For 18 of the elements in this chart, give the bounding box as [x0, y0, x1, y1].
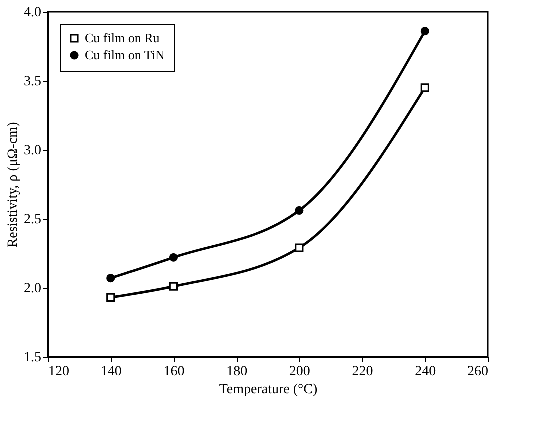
- y-axis-title: Resistivity, ρ (μΩ-cm): [6, 122, 21, 248]
- x-tick-label: 220: [352, 364, 374, 380]
- legend-label: Cu film on Ru: [85, 30, 160, 46]
- legend-label: Cu film on TiN: [85, 48, 166, 62]
- x-tick-label: 260: [468, 364, 488, 380]
- x-tick-label: 140: [100, 364, 122, 380]
- y-tick-label: 2.0: [24, 282, 42, 296]
- x-tick-label: 160: [164, 364, 185, 380]
- x-tick-label: 240: [415, 364, 436, 380]
- y-tick-label: 1.5: [24, 350, 42, 366]
- y-tick-label: 3.5: [24, 74, 42, 90]
- x-axis-title: Temperature (°C): [219, 382, 318, 398]
- x-tick-label: 200: [289, 364, 310, 380]
- y-tick-label: 4.0: [24, 6, 42, 20]
- y-tick-label: 2.5: [24, 212, 42, 228]
- x-tick-label: 180: [226, 364, 248, 380]
- x-tick-label: 120: [48, 364, 70, 380]
- y-tick-label: 3.0: [24, 144, 42, 158]
